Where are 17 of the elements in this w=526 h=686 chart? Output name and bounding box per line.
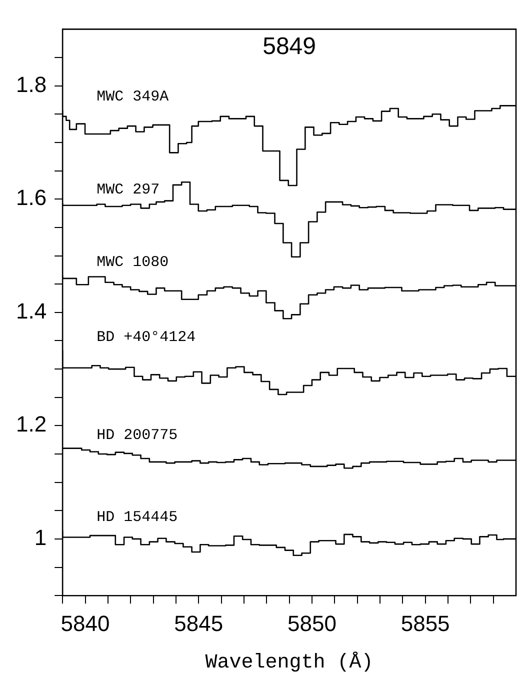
x-tick-label: 5845 (174, 610, 224, 636)
chart-title: 5849 (262, 32, 316, 60)
series-label: MWC 1080 (96, 254, 169, 272)
series-label: HD 200775 (96, 426, 178, 444)
x-tick-label: 5840 (60, 610, 110, 636)
series-label: MWC 297 (96, 182, 160, 199)
x-tick-label: 5850 (287, 610, 336, 636)
y-tick-label: 1.8 (16, 72, 47, 97)
series-label: HD 154445 (96, 508, 178, 526)
y-tick-label: 1.6 (16, 185, 47, 210)
series-label: BD +40°4124 (96, 328, 196, 346)
y-tick-label: 1.4 (16, 298, 47, 324)
x-tick-label: 5855 (400, 610, 450, 636)
x-axis-title: Wavelength (Å) (205, 651, 374, 674)
y-tick-label: 1 (34, 525, 47, 550)
series-label: MWC 349A (96, 88, 169, 106)
y-tick-label: 1.2 (16, 412, 47, 437)
